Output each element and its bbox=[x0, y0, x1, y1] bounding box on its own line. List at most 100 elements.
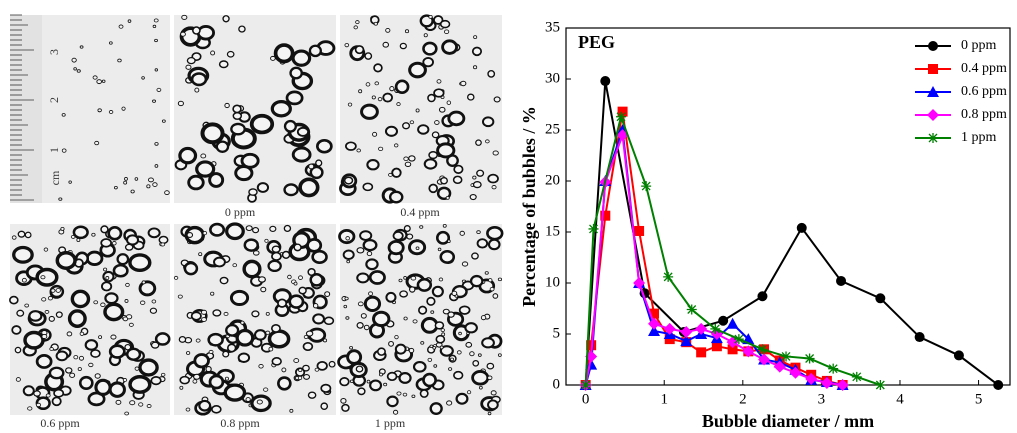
bubble bbox=[480, 315, 487, 321]
bubble bbox=[391, 167, 402, 178]
bubble bbox=[449, 357, 455, 362]
bubble bbox=[311, 249, 328, 265]
bubble bbox=[85, 250, 104, 267]
bubble bbox=[419, 389, 429, 398]
bubble bbox=[107, 225, 123, 241]
bubble bbox=[237, 352, 251, 363]
bubble bbox=[438, 277, 444, 282]
bubble bbox=[232, 104, 242, 114]
y-tick-label: 0 bbox=[553, 376, 561, 392]
bubble bbox=[125, 282, 130, 287]
bubble bbox=[178, 336, 187, 343]
bubble bbox=[342, 249, 355, 260]
bubble bbox=[368, 291, 373, 296]
bubble bbox=[453, 370, 464, 380]
bubble bbox=[478, 385, 483, 390]
bubble bbox=[258, 363, 264, 369]
bubble bbox=[103, 267, 108, 272]
bubble bbox=[243, 238, 259, 252]
bubble bbox=[147, 227, 161, 239]
legend-label: 0.6 ppm bbox=[961, 84, 1007, 99]
bubble bbox=[477, 353, 482, 357]
bubble bbox=[441, 332, 446, 337]
bubble bbox=[271, 357, 282, 366]
bubble bbox=[273, 43, 295, 64]
bubble bbox=[103, 302, 125, 322]
bubble bbox=[154, 142, 159, 146]
bubble bbox=[235, 328, 255, 347]
bubble bbox=[362, 238, 378, 252]
bubble bbox=[497, 353, 502, 357]
bubble bbox=[249, 113, 275, 135]
bubble bbox=[309, 273, 324, 287]
bubble bbox=[222, 15, 230, 23]
bubble bbox=[11, 325, 22, 335]
bubble bbox=[177, 294, 183, 299]
bubble bbox=[408, 155, 416, 162]
bubble bbox=[355, 20, 360, 25]
legend-marker bbox=[928, 64, 938, 74]
bubble bbox=[416, 277, 433, 292]
bubble bbox=[152, 182, 158, 187]
bubble bbox=[154, 38, 158, 43]
bubble bbox=[44, 310, 50, 314]
marker bbox=[875, 380, 886, 390]
ruler-label: cm bbox=[48, 170, 62, 185]
bubble bbox=[198, 252, 203, 257]
bubble bbox=[303, 334, 309, 340]
bubble bbox=[324, 291, 331, 297]
bubble bbox=[475, 139, 482, 146]
bubble bbox=[403, 156, 409, 162]
bubble bbox=[219, 276, 229, 285]
bubble bbox=[124, 411, 130, 416]
bubble bbox=[431, 285, 444, 298]
bubble bbox=[181, 14, 188, 20]
bubble bbox=[360, 313, 367, 319]
bubble bbox=[464, 322, 478, 334]
bubble bbox=[432, 345, 437, 350]
bubble bbox=[383, 382, 388, 387]
bubble bbox=[362, 182, 374, 192]
bubble bbox=[298, 368, 303, 373]
bubble bbox=[308, 163, 315, 170]
legend-label: 1 ppm bbox=[961, 130, 997, 145]
bubble bbox=[156, 87, 162, 92]
chart: 0 1 2 3 4 5 0 5 10 15 20 25 30 35 Bubble diameter / mm… bbox=[519, 19, 1011, 431]
bubble bbox=[70, 289, 91, 309]
bubble bbox=[121, 106, 126, 111]
bubble bbox=[129, 400, 136, 406]
bubble bbox=[452, 175, 463, 185]
bubble bbox=[195, 160, 216, 178]
y-tick-label: 35 bbox=[545, 19, 560, 35]
bubble bbox=[368, 270, 386, 285]
bubble bbox=[472, 175, 477, 180]
bubble bbox=[97, 108, 102, 113]
bubble bbox=[58, 197, 63, 201]
bubble bbox=[123, 180, 128, 185]
bubble bbox=[440, 176, 448, 185]
bubble bbox=[35, 354, 53, 369]
bubble bbox=[422, 57, 434, 68]
bubble bbox=[208, 374, 225, 390]
bubble bbox=[267, 259, 282, 273]
bubble bbox=[281, 367, 287, 373]
marker bbox=[758, 353, 771, 366]
bubble bbox=[420, 341, 425, 345]
y-tick-label: 5 bbox=[553, 325, 561, 341]
marker bbox=[686, 304, 697, 315]
bubble bbox=[314, 367, 320, 372]
bubble bbox=[154, 332, 171, 346]
marker bbox=[804, 353, 815, 364]
bubble bbox=[363, 324, 370, 331]
bubble bbox=[53, 388, 65, 398]
bubble bbox=[402, 122, 411, 130]
bubble bbox=[152, 24, 157, 29]
bubble bbox=[412, 361, 427, 373]
bubble bbox=[453, 164, 464, 174]
bubble bbox=[208, 172, 225, 188]
bubble bbox=[122, 316, 129, 322]
bubble bbox=[268, 346, 274, 352]
bubble bbox=[15, 377, 21, 382]
marker bbox=[727, 344, 738, 355]
bubble bbox=[185, 407, 191, 412]
